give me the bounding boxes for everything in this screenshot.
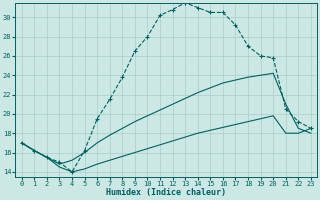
X-axis label: Humidex (Indice chaleur): Humidex (Indice chaleur) <box>106 188 226 197</box>
